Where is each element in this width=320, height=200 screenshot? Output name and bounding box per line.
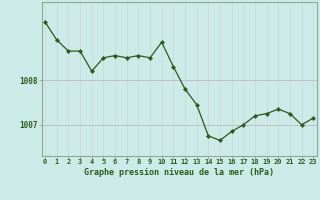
X-axis label: Graphe pression niveau de la mer (hPa): Graphe pression niveau de la mer (hPa) <box>84 168 274 177</box>
